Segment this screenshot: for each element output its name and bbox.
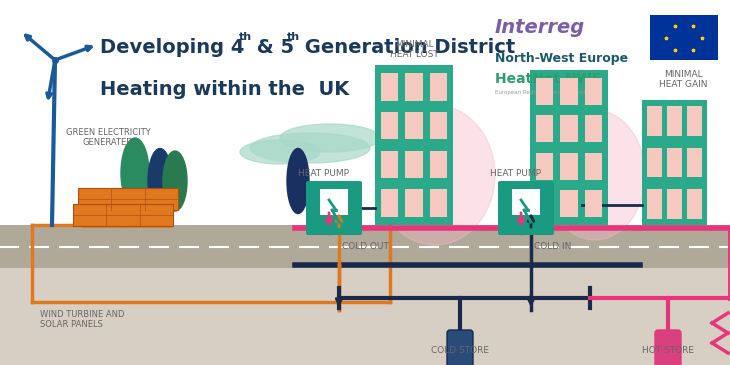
- Ellipse shape: [121, 138, 149, 208]
- Bar: [0, 225, 730, 268]
- Text: European Regional Development Fund: European Regional Development Fund: [495, 90, 601, 95]
- Bar: [667, 148, 682, 177]
- Bar: [561, 153, 577, 180]
- Bar: [405, 73, 423, 101]
- Bar: [320, 189, 348, 215]
- Bar: [585, 191, 602, 217]
- Bar: [429, 73, 447, 101]
- Bar: [667, 106, 682, 136]
- Text: COLD IN: COLD IN: [534, 242, 572, 251]
- Text: HEAT PUMP: HEAT PUMP: [298, 169, 349, 178]
- Text: MINIMAL
HEAT LOST: MINIMAL HEAT LOST: [390, 40, 439, 59]
- FancyBboxPatch shape: [306, 181, 362, 235]
- Bar: [537, 153, 553, 180]
- Bar: [381, 112, 399, 139]
- Bar: [561, 78, 577, 105]
- Bar: [561, 115, 577, 142]
- Text: WIND TURBINE AND
SOLAR PANELS: WIND TURBINE AND SOLAR PANELS: [40, 310, 125, 329]
- Bar: [688, 189, 702, 219]
- Bar: [381, 189, 399, 217]
- Text: & 5: & 5: [250, 38, 294, 57]
- Text: COLD OUT: COLD OUT: [342, 242, 389, 251]
- Bar: [585, 115, 602, 142]
- Bar: [537, 78, 553, 105]
- Text: HEAT PUMP: HEAT PUMP: [490, 169, 541, 178]
- Text: MINIMAL
HEAT GAIN: MINIMAL HEAT GAIN: [658, 70, 707, 89]
- Ellipse shape: [545, 110, 645, 240]
- Bar: [561, 191, 577, 217]
- Bar: [381, 150, 399, 178]
- Bar: [405, 189, 423, 217]
- Text: Interreg: Interreg: [495, 18, 585, 37]
- Text: HeatNet NWE: HeatNet NWE: [495, 72, 602, 86]
- Bar: [0, 268, 730, 365]
- Text: th: th: [239, 32, 252, 42]
- Bar: [78, 188, 178, 210]
- Bar: [512, 189, 540, 215]
- Bar: [381, 73, 399, 101]
- Bar: [429, 150, 447, 178]
- Bar: [585, 153, 602, 180]
- Bar: [429, 189, 447, 217]
- Bar: [429, 112, 447, 139]
- FancyBboxPatch shape: [447, 330, 473, 365]
- Text: North-West Europe: North-West Europe: [495, 52, 628, 65]
- Text: Generation District: Generation District: [298, 38, 515, 57]
- FancyBboxPatch shape: [498, 181, 554, 235]
- Ellipse shape: [148, 149, 172, 214]
- Bar: [405, 150, 423, 178]
- Ellipse shape: [375, 105, 495, 245]
- Bar: [648, 106, 661, 136]
- Bar: [648, 189, 661, 219]
- Bar: [585, 78, 602, 105]
- Bar: [375, 65, 453, 225]
- Ellipse shape: [250, 133, 370, 163]
- Bar: [73, 204, 173, 226]
- Text: COLD STORE: COLD STORE: [431, 346, 489, 355]
- Ellipse shape: [163, 151, 187, 211]
- Text: HOT STORE: HOT STORE: [642, 346, 694, 355]
- FancyBboxPatch shape: [655, 330, 681, 365]
- Bar: [667, 189, 682, 219]
- Ellipse shape: [287, 149, 309, 214]
- Bar: [537, 115, 553, 142]
- Ellipse shape: [240, 140, 320, 164]
- Bar: [405, 112, 423, 139]
- Text: th: th: [287, 32, 300, 42]
- Text: Heating within the  UK: Heating within the UK: [100, 80, 349, 99]
- Bar: [650, 15, 718, 60]
- Bar: [688, 148, 702, 177]
- Bar: [688, 106, 702, 136]
- Ellipse shape: [280, 124, 380, 152]
- Bar: [642, 100, 707, 225]
- Bar: [648, 148, 661, 177]
- Text: Developing 4: Developing 4: [100, 38, 245, 57]
- Bar: [530, 70, 608, 225]
- Text: GREEN ELECTRICITY
GENERATED: GREEN ELECTRICITY GENERATED: [66, 128, 150, 147]
- Bar: [537, 191, 553, 217]
